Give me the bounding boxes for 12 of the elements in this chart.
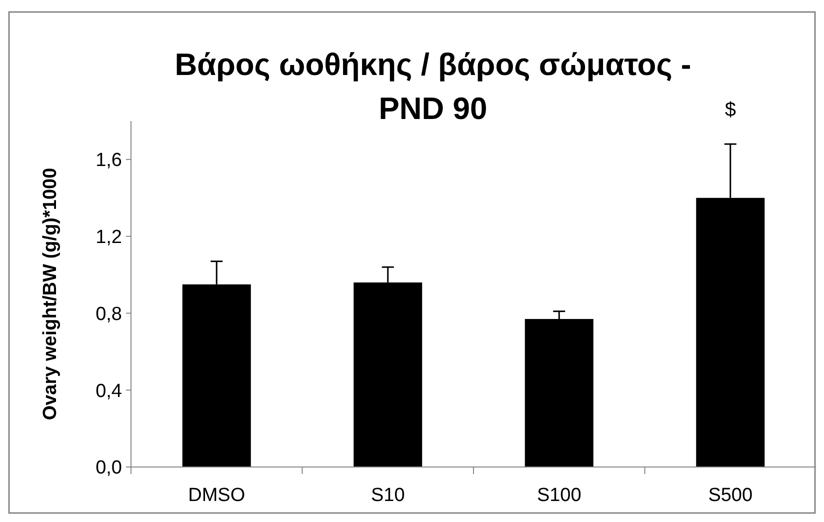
text: $ [724,99,736,121]
y-tick-label: 1,2 [96,226,122,248]
y-tick-label: 0,8 [96,304,122,325]
y-tick-label: 0,4 [96,380,122,402]
x-tick-label: S500 [708,485,753,506]
y-tick-label: 0,0 [96,458,122,479]
y-tick-label: 1,6 [96,150,122,172]
y-axis-title: Ovary weight/BW (g/g)*1000 [40,168,61,420]
x-tick-label: S100 [536,485,582,506]
chart-title: Βάρος ωοθήκης / βάρος σώματος - PND 90 [174,47,692,126]
x-tick-label: DMSO [188,485,246,506]
x-tick-label: S10 [370,485,405,506]
